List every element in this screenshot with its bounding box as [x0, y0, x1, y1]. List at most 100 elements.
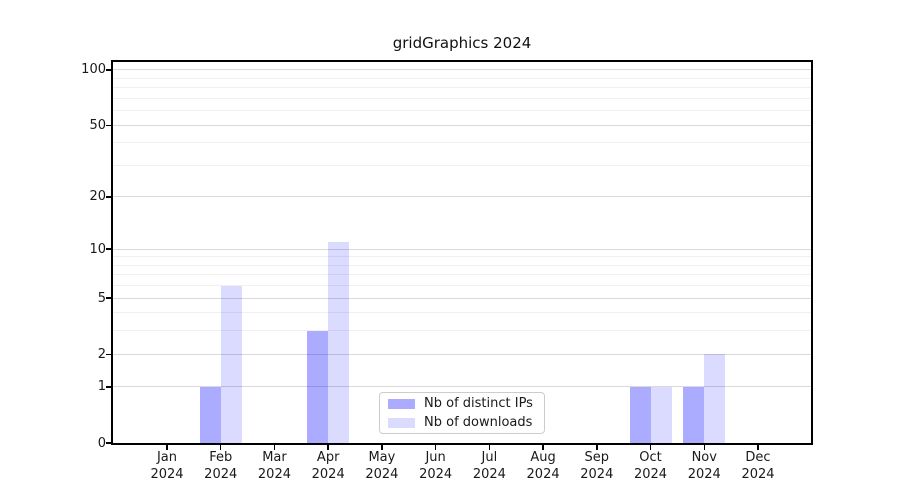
legend: Nb of distinct IPs Nb of downloads: [379, 392, 545, 434]
x-tick-jun: [434, 444, 437, 450]
bar-ips-feb: [199, 386, 221, 443]
y-tick-label-2: 2: [97, 346, 106, 362]
legend-label-distinct-ips: Nb of distinct IPs: [424, 396, 533, 411]
y-tick-2: [106, 353, 112, 355]
x-label-month: Jul: [481, 450, 498, 465]
x-label-year: 2024: [365, 466, 399, 482]
x-label-month: Oct: [639, 450, 662, 465]
spine-right: [811, 60, 813, 445]
gridline-major-5: [113, 297, 811, 299]
x-label-month: Feb: [209, 450, 233, 465]
x-tick-nov: [703, 444, 705, 450]
x-tick-oct: [649, 444, 652, 450]
x-tick-label-mar: Mar 2024: [232, 450, 316, 483]
x-tick-label-jan: Jan 2024: [125, 450, 209, 483]
x-label-month: Mar: [262, 450, 287, 465]
x-label-month: Apr: [316, 450, 340, 465]
x-tick-sep: [596, 444, 598, 450]
x-label-month: Nov: [691, 450, 717, 465]
bar-downloads-feb: [220, 285, 242, 443]
x-label-month: Aug: [530, 450, 556, 465]
gridline-minor-70: [113, 97, 811, 99]
x-tick-label-aug: Aug 2024: [501, 450, 585, 483]
gridline-minor-9: [113, 256, 811, 258]
x-tick-label-jul: Jul 2024: [447, 450, 531, 483]
x-tick-mar: [273, 444, 276, 450]
gridline-major-20: [113, 196, 811, 198]
spine-top: [113, 60, 811, 62]
bar-downloads-nov: [704, 354, 726, 443]
y-tick-label-1: 1: [97, 379, 106, 395]
x-tick-label-jun: Jun 2024: [394, 450, 478, 483]
gridline-major-2: [113, 353, 811, 355]
bar-ips-apr: [307, 330, 329, 443]
x-label-month: May: [368, 450, 396, 465]
x-tick-label-dec: Dec 2024: [716, 450, 800, 483]
y-tick-label-20: 20: [89, 189, 106, 205]
gridline-major-10: [113, 248, 811, 250]
gridline-minor-3: [113, 330, 811, 332]
bar-downloads-oct: [650, 386, 672, 443]
x-tick-label-apr: Apr 2024: [286, 450, 370, 483]
x-tick-label-sep: Sep 2024: [555, 450, 639, 483]
y-tick-50: [106, 124, 112, 126]
spine-left: [111, 60, 113, 445]
y-tick-label-100: 100: [81, 62, 106, 78]
x-tick-jan: [166, 444, 168, 450]
x-label-year: 2024: [311, 466, 345, 482]
y-tick-10: [106, 248, 112, 250]
x-label-month: Jan: [156, 450, 178, 465]
y-tick-label-10: 10: [89, 241, 106, 257]
x-label-year: 2024: [472, 466, 506, 482]
gridline-major-1: [113, 386, 811, 388]
gridline-minor-4: [113, 312, 811, 314]
gridline-minor-40: [113, 142, 811, 144]
x-label-year: 2024: [633, 466, 668, 482]
bar-downloads-apr: [328, 242, 350, 443]
gridline-major-50: [113, 124, 811, 126]
x-label-year: 2024: [257, 466, 291, 482]
spine-bottom: [113, 443, 811, 445]
x-tick-may: [381, 444, 383, 450]
x-tick-label-oct: Oct 2024: [609, 450, 693, 483]
y-tick-0: [106, 442, 112, 444]
x-label-month: Sep: [584, 450, 610, 465]
x-tick-jul: [488, 444, 491, 450]
x-label-year: 2024: [687, 466, 721, 482]
y-tick-label-5: 5: [97, 290, 106, 306]
x-label-year: 2024: [204, 466, 238, 482]
x-tick-aug: [542, 444, 544, 450]
gridline-minor-7: [113, 274, 811, 276]
gridline-minor-80: [113, 87, 811, 89]
x-tick-feb: [220, 444, 222, 450]
chart-title: gridGraphics 2024: [392, 34, 532, 52]
x-label-year: 2024: [150, 466, 184, 482]
x-label-year: 2024: [526, 466, 560, 482]
legend-item-downloads: Nb of downloads: [388, 415, 536, 430]
y-tick-5: [106, 297, 112, 299]
x-tick-apr: [327, 444, 329, 450]
x-label-year: 2024: [419, 466, 453, 482]
x-label-year: 2024: [741, 466, 775, 482]
legend-swatch-distinct-ips: [388, 398, 415, 409]
y-tick-20: [106, 196, 112, 198]
y-tick-100: [106, 69, 112, 71]
x-tick-label-nov: Nov 2024: [662, 450, 746, 483]
gridline-minor-30: [113, 164, 811, 166]
x-label-month: Dec: [745, 450, 771, 465]
x-tick-dec: [757, 444, 759, 450]
y-tick-1: [106, 386, 112, 388]
x-label-month: Jun: [425, 450, 446, 465]
gridline-minor-6: [113, 285, 811, 287]
legend-label-downloads: Nb of downloads: [424, 415, 533, 430]
legend-item-distinct-ips: Nb of distinct IPs: [388, 396, 536, 411]
bar-ips-oct: [629, 386, 651, 443]
x-tick-label-feb: Feb 2024: [179, 450, 263, 483]
gridline-major-100: [113, 69, 811, 71]
y-tick-label-50: 50: [89, 117, 106, 133]
x-label-year: 2024: [580, 466, 614, 482]
gridline-minor-90: [113, 77, 811, 79]
x-tick-label-may: May 2024: [340, 450, 424, 483]
gridline-minor-8: [113, 264, 811, 266]
